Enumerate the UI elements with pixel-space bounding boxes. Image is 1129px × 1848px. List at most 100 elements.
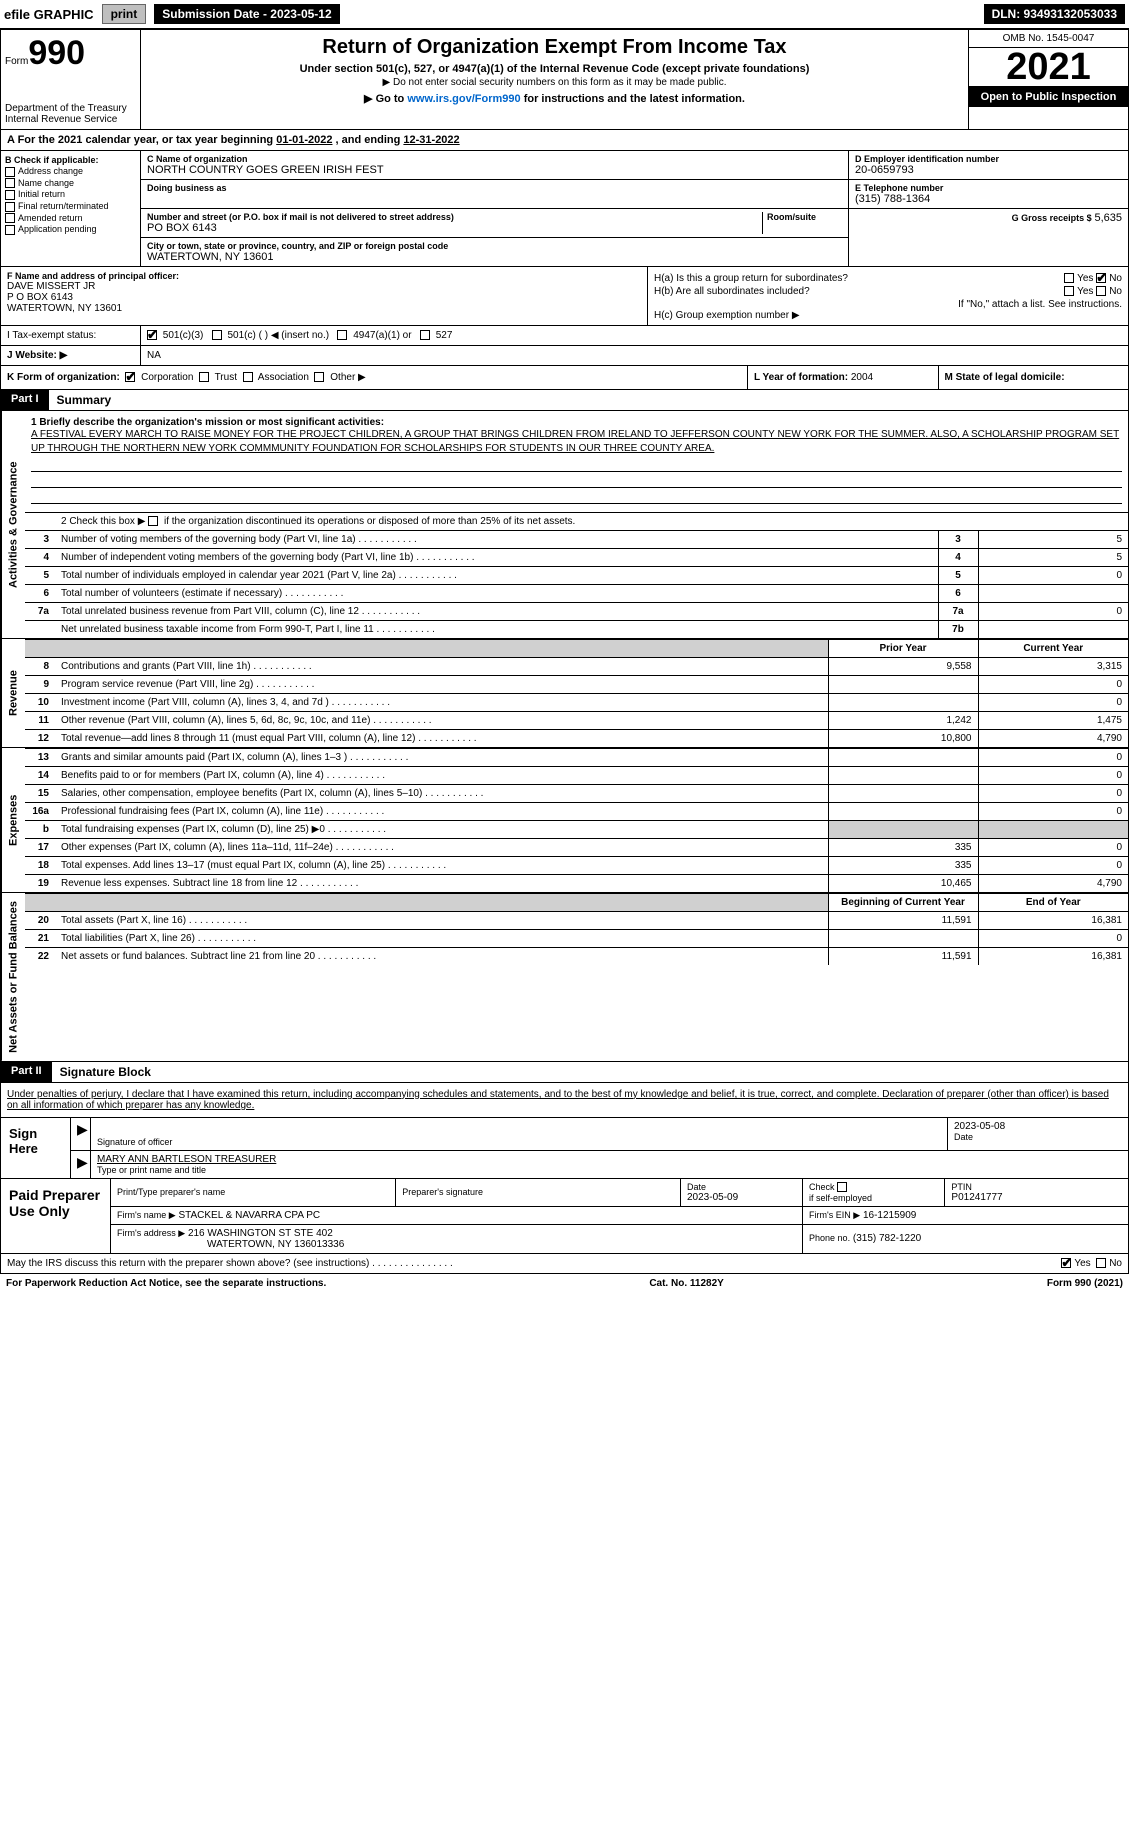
table-row: 19 Revenue less expenses. Subtract line … <box>25 875 1128 893</box>
form-title: Return of Organization Exempt From Incom… <box>147 36 962 59</box>
ha-no-checkbox[interactable]: ✔ <box>1096 273 1106 283</box>
checkbox-amended-return[interactable] <box>5 213 15 223</box>
line-desc: Other revenue (Part VIII, column (A), li… <box>55 712 828 730</box>
ha-yes: Yes <box>1077 273 1093 284</box>
i-options: ✔ 501(c)(3) 501(c) ( ) ◀ (insert no.) 49… <box>141 326 1128 345</box>
section-k: K Form of organization: ✔ Corporation Tr… <box>1 366 748 389</box>
dba-label: Doing business as <box>147 183 842 193</box>
line-num: 17 <box>25 839 55 857</box>
table-row: Firm's name ▶ STACKEL & NAVARRA CPA PC F… <box>111 1206 1128 1224</box>
table-row: 14 Benefits paid to or for members (Part… <box>25 767 1128 785</box>
checkbox-corporation[interactable]: ✔ <box>125 372 135 382</box>
prior-year-val <box>828 821 978 839</box>
checkbox-application-pending[interactable] <box>5 225 15 235</box>
gross-label: G Gross receipts $ <box>1012 213 1092 223</box>
revenue-section: Revenue Prior Year Current Year 8 Contri… <box>0 639 1129 748</box>
opt-corp: Corporation <box>141 372 193 383</box>
j-label: J Website: ▶ <box>1 346 141 365</box>
section-bcd: B Check if applicable: Address change Na… <box>0 151 1129 267</box>
line-num: 7a <box>25 603 55 621</box>
top-bar: efile GRAPHIC print Submission Date - 20… <box>0 0 1129 29</box>
checkbox-discuss-yes[interactable]: ✔ <box>1061 1258 1071 1268</box>
discuss-label: May the IRS discuss this return with the… <box>7 1258 453 1269</box>
expenses-section: Expenses 13 Grants and similar amounts p… <box>0 748 1129 893</box>
form-note-ssn: ▶ Do not enter social security numbers o… <box>147 77 962 88</box>
k-label: K Form of organization: <box>7 372 120 383</box>
line-val: 0 <box>978 567 1128 585</box>
line-desc: Professional fundraising fees (Part IX, … <box>55 803 828 821</box>
row-i: I Tax-exempt status: ✔ 501(c)(3) 501(c) … <box>0 326 1129 346</box>
ag-table: 2 Check this box ▶ if the organization d… <box>25 512 1128 638</box>
footer: For Paperwork Reduction Act Notice, see … <box>0 1274 1129 1293</box>
firm-phone-label: Phone no. <box>809 1233 850 1243</box>
firm-addr2: WATERTOWN, NY 136013336 <box>117 1239 344 1250</box>
table-row: 10 Investment income (Part VIII, column … <box>25 694 1128 712</box>
line-num: 19 <box>25 875 55 893</box>
checkbox-association[interactable] <box>243 372 253 382</box>
gross-receipts: 5,635 <box>1094 212 1122 224</box>
table-row: 20 Total assets (Part X, line 16) 11,591… <box>25 912 1128 930</box>
preparer-section: Paid Preparer Use Only Print/Type prepar… <box>0 1179 1129 1254</box>
mission-label: 1 Briefly describe the organization's mi… <box>31 417 1122 428</box>
ecy-header: End of Year <box>978 894 1128 912</box>
line-desc: Other expenses (Part IX, column (A), lin… <box>55 839 828 857</box>
hb-yes-checkbox[interactable] <box>1064 286 1074 296</box>
footer-center: Cat. No. 11282Y <box>649 1278 723 1289</box>
irs-link[interactable]: www.irs.gov/Form990 <box>407 93 520 105</box>
form-subtitle: Under section 501(c), 527, or 4947(a)(1)… <box>147 63 962 75</box>
checkbox-other[interactable] <box>314 372 324 382</box>
bcy-val <box>828 930 978 948</box>
activities-governance: Activities & Governance 1 Briefly descri… <box>0 411 1129 639</box>
table-row: 6 Total number of volunteers (estimate i… <box>25 585 1128 603</box>
current-year-val: 0 <box>978 694 1128 712</box>
net-assets-table: Beginning of Current Year End of Year 20… <box>25 893 1128 965</box>
chk-label: Final return/terminated <box>18 201 109 211</box>
prior-year-header: Prior Year <box>828 640 978 658</box>
section-f: F Name and address of principal officer:… <box>1 267 648 325</box>
header-center: Return of Organization Exempt From Incom… <box>141 30 968 129</box>
street-label: Number and street (or P.O. box if mail i… <box>147 212 762 222</box>
discuss-yes: Yes <box>1074 1258 1090 1269</box>
declaration: Under penalties of perjury, I declare th… <box>0 1083 1129 1118</box>
checkbox-501c[interactable] <box>212 330 222 340</box>
checkbox-initial-return[interactable] <box>5 190 15 200</box>
ecy-val: 16,381 <box>978 948 1128 966</box>
checkbox-4947[interactable] <box>337 330 347 340</box>
hb-no-checkbox[interactable] <box>1096 286 1106 296</box>
line-box: 6 <box>938 585 978 603</box>
line-num: 22 <box>25 948 55 966</box>
line-val: 5 <box>978 549 1128 567</box>
section-l: L Year of formation: 2004 <box>748 366 939 389</box>
line-val <box>978 621 1128 639</box>
checkbox-self-employed[interactable] <box>837 1182 847 1192</box>
checkbox-name-change[interactable] <box>5 178 15 188</box>
checkbox-trust[interactable] <box>199 372 209 382</box>
opt-assoc: Association <box>258 372 309 383</box>
table-row: 3 Number of voting members of the govern… <box>25 531 1128 549</box>
chk-label: Name change <box>18 178 74 188</box>
arrow-icon: ▶ <box>77 1121 88 1137</box>
ha-yes-checkbox[interactable] <box>1064 273 1074 283</box>
table-row: b Total fundraising expenses (Part IX, c… <box>25 821 1128 839</box>
current-year-val: 4,790 <box>978 875 1128 893</box>
department-label: Department of the Treasury Internal Reve… <box>5 103 136 125</box>
chk-label: Amended return <box>18 213 83 223</box>
hc-label: H(c) Group exemption number ▶ <box>654 310 1122 321</box>
checkbox-final-return[interactable] <box>5 202 15 212</box>
prior-year-val <box>828 785 978 803</box>
prior-year-val <box>828 803 978 821</box>
checkbox-501c3[interactable]: ✔ <box>147 330 157 340</box>
checkbox-address-change[interactable] <box>5 167 15 177</box>
checkbox-527[interactable] <box>420 330 430 340</box>
print-button[interactable]: print <box>102 4 147 24</box>
table-row: 5 Total number of individuals employed i… <box>25 567 1128 585</box>
tax-year: 2021 <box>969 48 1128 87</box>
firm-addr1: 216 WASHINGTON ST STE 402 <box>188 1228 333 1239</box>
line-num <box>25 621 55 639</box>
sig-date-label: Date <box>954 1132 1122 1142</box>
checkbox-discontinued[interactable] <box>148 516 158 526</box>
checkbox-discuss-no[interactable] <box>1096 1258 1106 1268</box>
officer-addr1: P O BOX 6143 <box>7 292 641 303</box>
section-fh: F Name and address of principal officer:… <box>0 267 1129 326</box>
line-desc: Number of independent voting members of … <box>55 549 938 567</box>
